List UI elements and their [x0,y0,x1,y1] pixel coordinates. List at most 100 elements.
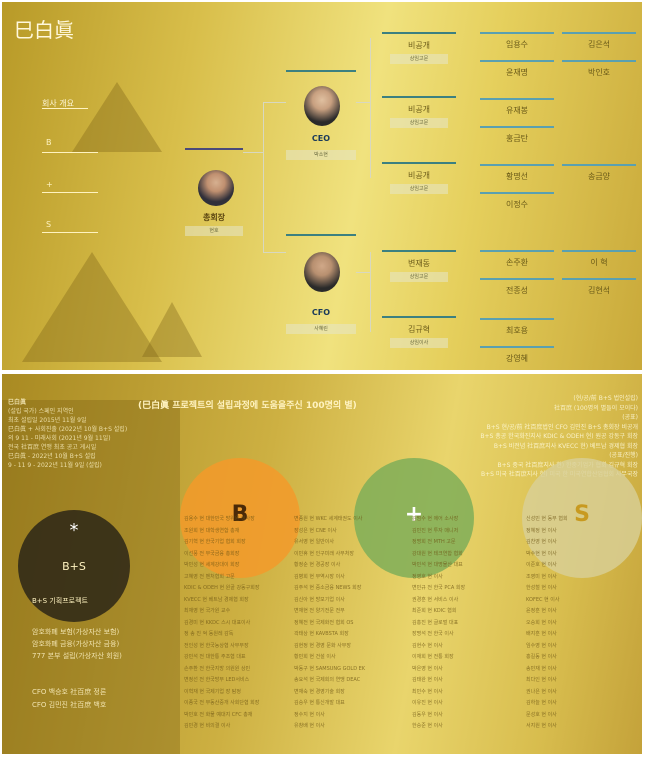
staff-name: 홍금탄 [505,134,529,143]
announcement-line: (공표) [622,414,638,421]
history-line: 9 - 11 9 - 2022년 11월 9일 (설립) [8,462,102,469]
supporter-entry: 김경미 현 KKDC 스시 대표이사 [184,619,251,626]
supporter-entry: 김병희 현 무역시장 이사 [294,573,345,580]
supporter-entry: 변재숙 현 경영기술 회장 [294,688,345,695]
menu-divider [42,108,88,109]
supporter-entry: 손주환 전 한국지방 의원원 상민 [184,665,251,672]
manager-role: 상임고문 [390,272,448,282]
history-line: 巳白眞 - 2022년 10월 B+S 설립 [8,453,96,460]
staff-name: 이 혁 [590,258,608,267]
supporter-entry: 오승희 현 이사 [526,619,557,626]
supporter-entry: 조원희 현 대학생연합 총재 [184,527,240,534]
supporter-entry: 정혜정 현 이사 [526,527,557,534]
cfo-line: CFO 백승호 社百庶 정론 [32,688,107,696]
supporter-entry: 장명석 전 한국 이사 [412,631,454,637]
supporter-entry: 이선풍 전 부국금융 총회장 [184,550,240,557]
supporter-entry: 김홍진 현 글로벌 대표 [412,619,459,626]
announcement-line: B+S 비전념 社百庶지사 KVECC 현) 베트남 경제협 회장 [493,442,638,450]
manager-role: 상임고문 [390,118,448,128]
supporter-entry: 김찬영 현 이사 [526,539,557,545]
supporter-entry: 정영호 현 이사 [412,573,443,580]
bs-circle [18,510,130,622]
supporter-entry: 윤정훈 현 이사 [526,608,557,614]
manager-role: 상임고문 [390,184,448,194]
supporter-entry: 최재영 현 국가원 교수 [184,608,231,614]
decorative-triangle [22,252,162,362]
supporter-entry: 박민석 현 대명물산 대표 [412,562,463,568]
supporter-entry: 조영미 현 이사 [526,573,557,580]
manager-name: 비공개 [407,171,431,180]
supporter-entry: 문성호 현 이사 [526,711,557,718]
chairman-name: 현호 [185,226,243,236]
supporter-entry: 변민규 전 한국 PCA 회장 [412,585,466,591]
history-line: 최초 설립일 2015년 11월 9일 [8,417,87,424]
supporter-entry: 정명희 전 MTH 고문 [412,539,456,545]
staff-name: 김현석 [587,286,611,295]
announcement-line: (공표/진행) [609,452,638,459]
staff-name: 임용수 [505,40,529,49]
manager-name: 김규혁 [407,325,431,334]
ceo-title: CEO [311,134,331,143]
supporter-entry: 김용수 현 대한민국 방위원 이사장 [184,516,255,522]
supporter-entry: 이유진 현 이사 [412,700,443,706]
bs-label: B+S [62,560,86,573]
chairman-title: 총회장 [202,213,226,222]
supporter-entry: 변정선 전 한국방부 LED서비스 [184,677,250,683]
b-label: B [231,502,249,527]
supporter-entry: 임수영 현 이사 [526,642,557,649]
menu-item-plus[interactable]: + [46,180,53,189]
supporter-entry: 이준호 현 이사 [526,562,557,568]
staff-name: 강영혜 [505,354,529,363]
staff-name: 최호용 [505,326,529,335]
supporters-panel: (巳白眞 프로젝트의 설립과정에 도움을주신 100명의 별) 巳白眞 (설립 국… [2,374,642,754]
supporter-entry: 이재희 현 전통 회장 [412,654,454,660]
staff-name: 송금양 [587,172,611,181]
supporter-column: 김범수 현 에어 소사장 김민진 현 투자 매니저 정명희 전 MTH 고문 강대원 … [412,514,465,733]
announcement-line: B+S 총공 한국화진지사 KDIC & ODEH 현) 원공 강동구 회장 [480,433,638,440]
supporter-entry: 고혜영 전 벤처협회 고문 [184,573,235,580]
supporter-entry: 강민석 전 대한통 주조협 대표 [184,654,246,660]
supporter-entry: 장성은 현 CNE 이사 [294,527,337,534]
supporter-entry: 송요석 현 국제회의 연맹 DEAC [294,677,361,683]
supporter-entry: 김현정 현 경영 문화 사무장 [294,642,351,649]
supporter-entry: 강대원 현 테크연합 협회 [412,550,463,557]
menu-item-b[interactable]: B [46,138,52,147]
supporter-entry: 한성철 현 이사 [526,585,557,591]
supporter-entry: 송민재 현 이사 [526,665,557,672]
supporter-entry: 박민성 현 세계강대이 회장 [184,562,240,568]
supporter-entry: 이민휴 현 인구미래 사무처장 [294,550,354,557]
manager-role: 상임고문 [390,54,448,64]
supporter-entry: 최민수 현 이사 [412,688,443,695]
supporter-entry: 김신아 현 방모기업 이사 [294,596,345,603]
history-line: 의 9 11 - 미래사회 (2021년 9월 11일) [8,435,111,442]
supporter-entry: 박은영 현 이사 [412,665,443,672]
supporter-entry: 김현수 현 이사 [412,642,443,649]
cfo-list: CFO 백승호 社百庶 정론 CFO 김민진 社百庶 백호 [32,686,106,712]
announcement-line: B+S 현/공/前 社百庶법인 CFO 김민진 B+S 총회장 비공개 [486,423,638,431]
menu-item-s[interactable]: S [46,220,52,229]
supporter-entry: 김범수 현 에어 소사장 [412,516,459,522]
supporter-entry: KOFEC 현 이사 [526,596,560,603]
cfo-name: 사혜린 [286,324,356,334]
history-list: 巳白眞 (설립 국가) 스페인 지역인 최초 설립일 2015년 11월 9일 巳白眞… [8,398,127,470]
supporter-entry: 변종원 현 WKC 세계태권도 이사 [294,516,363,522]
s-circle [522,458,642,578]
bs-caption: B+S 기획프로젝트 [32,597,88,605]
supporter-entry: 박동구 현 SAMSUNG GOLD EK [294,665,366,672]
star-icon: * [69,520,79,541]
supporter-entry: 박민호 전 화물 예대지 CFC 총재 [184,711,253,718]
supporter-entry: 유서영 현 일반이사 [294,539,334,545]
supporter-entry: 김기혁 현 한국기업 협회 회장 [184,539,246,545]
s-label: S [574,502,590,527]
b-circle [180,458,300,578]
staff-name: 박인호 [587,68,611,77]
menu-title: 회사 개요 [42,99,74,108]
supporter-entry: 황정순 현 경공장 이사 [294,562,341,568]
supporter-entry: 전인성 현 한국농상협 사무부장 [184,642,249,649]
cfo-photo [304,252,340,292]
bs-project-item: 777 본부 설립(가상자산 회원) [32,652,122,660]
history-line: (설립 국가) 스페인 지역인 [8,408,74,415]
supporter-entry: 곽태상 현 KAVBSTA 회장 [294,631,349,637]
